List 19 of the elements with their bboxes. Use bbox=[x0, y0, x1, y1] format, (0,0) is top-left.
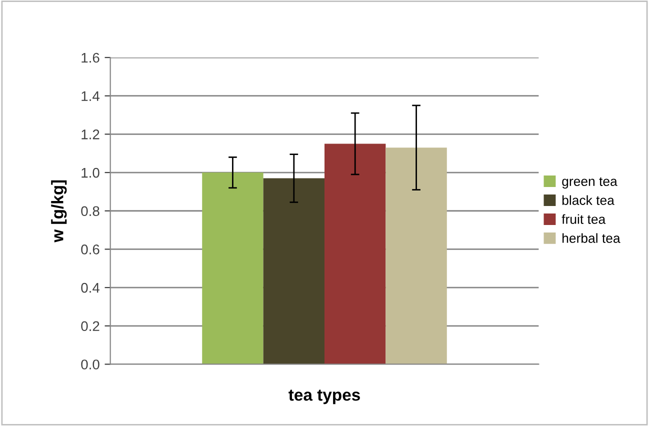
bar bbox=[202, 172, 264, 364]
bar bbox=[263, 178, 324, 364]
y-tick-label: 0.4 bbox=[81, 282, 100, 293]
y-tick-label: 0.0 bbox=[81, 360, 100, 370]
y-tick-label: 0.8 bbox=[81, 206, 100, 216]
legend-label: fruit tea bbox=[562, 214, 606, 224]
y-tick-label: 1.6 bbox=[82, 52, 100, 63]
y-tick-label: 0.6 bbox=[81, 244, 100, 254]
y-tick-label: 0.2 bbox=[81, 321, 100, 332]
y-axis-title: w [g/kg] bbox=[51, 180, 67, 242]
y-tick-label: 1.4 bbox=[82, 91, 100, 101]
legend-label: green tea bbox=[562, 177, 618, 189]
legend-label: herbal tea bbox=[562, 233, 620, 243]
legend-label: black tea bbox=[562, 195, 614, 205]
y-tick-label: 1.0 bbox=[82, 168, 100, 178]
x-axis-title: tea types bbox=[288, 390, 360, 404]
bar bbox=[386, 148, 447, 364]
y-tick-label: 1.2 bbox=[82, 130, 100, 140]
bar bbox=[324, 144, 386, 364]
